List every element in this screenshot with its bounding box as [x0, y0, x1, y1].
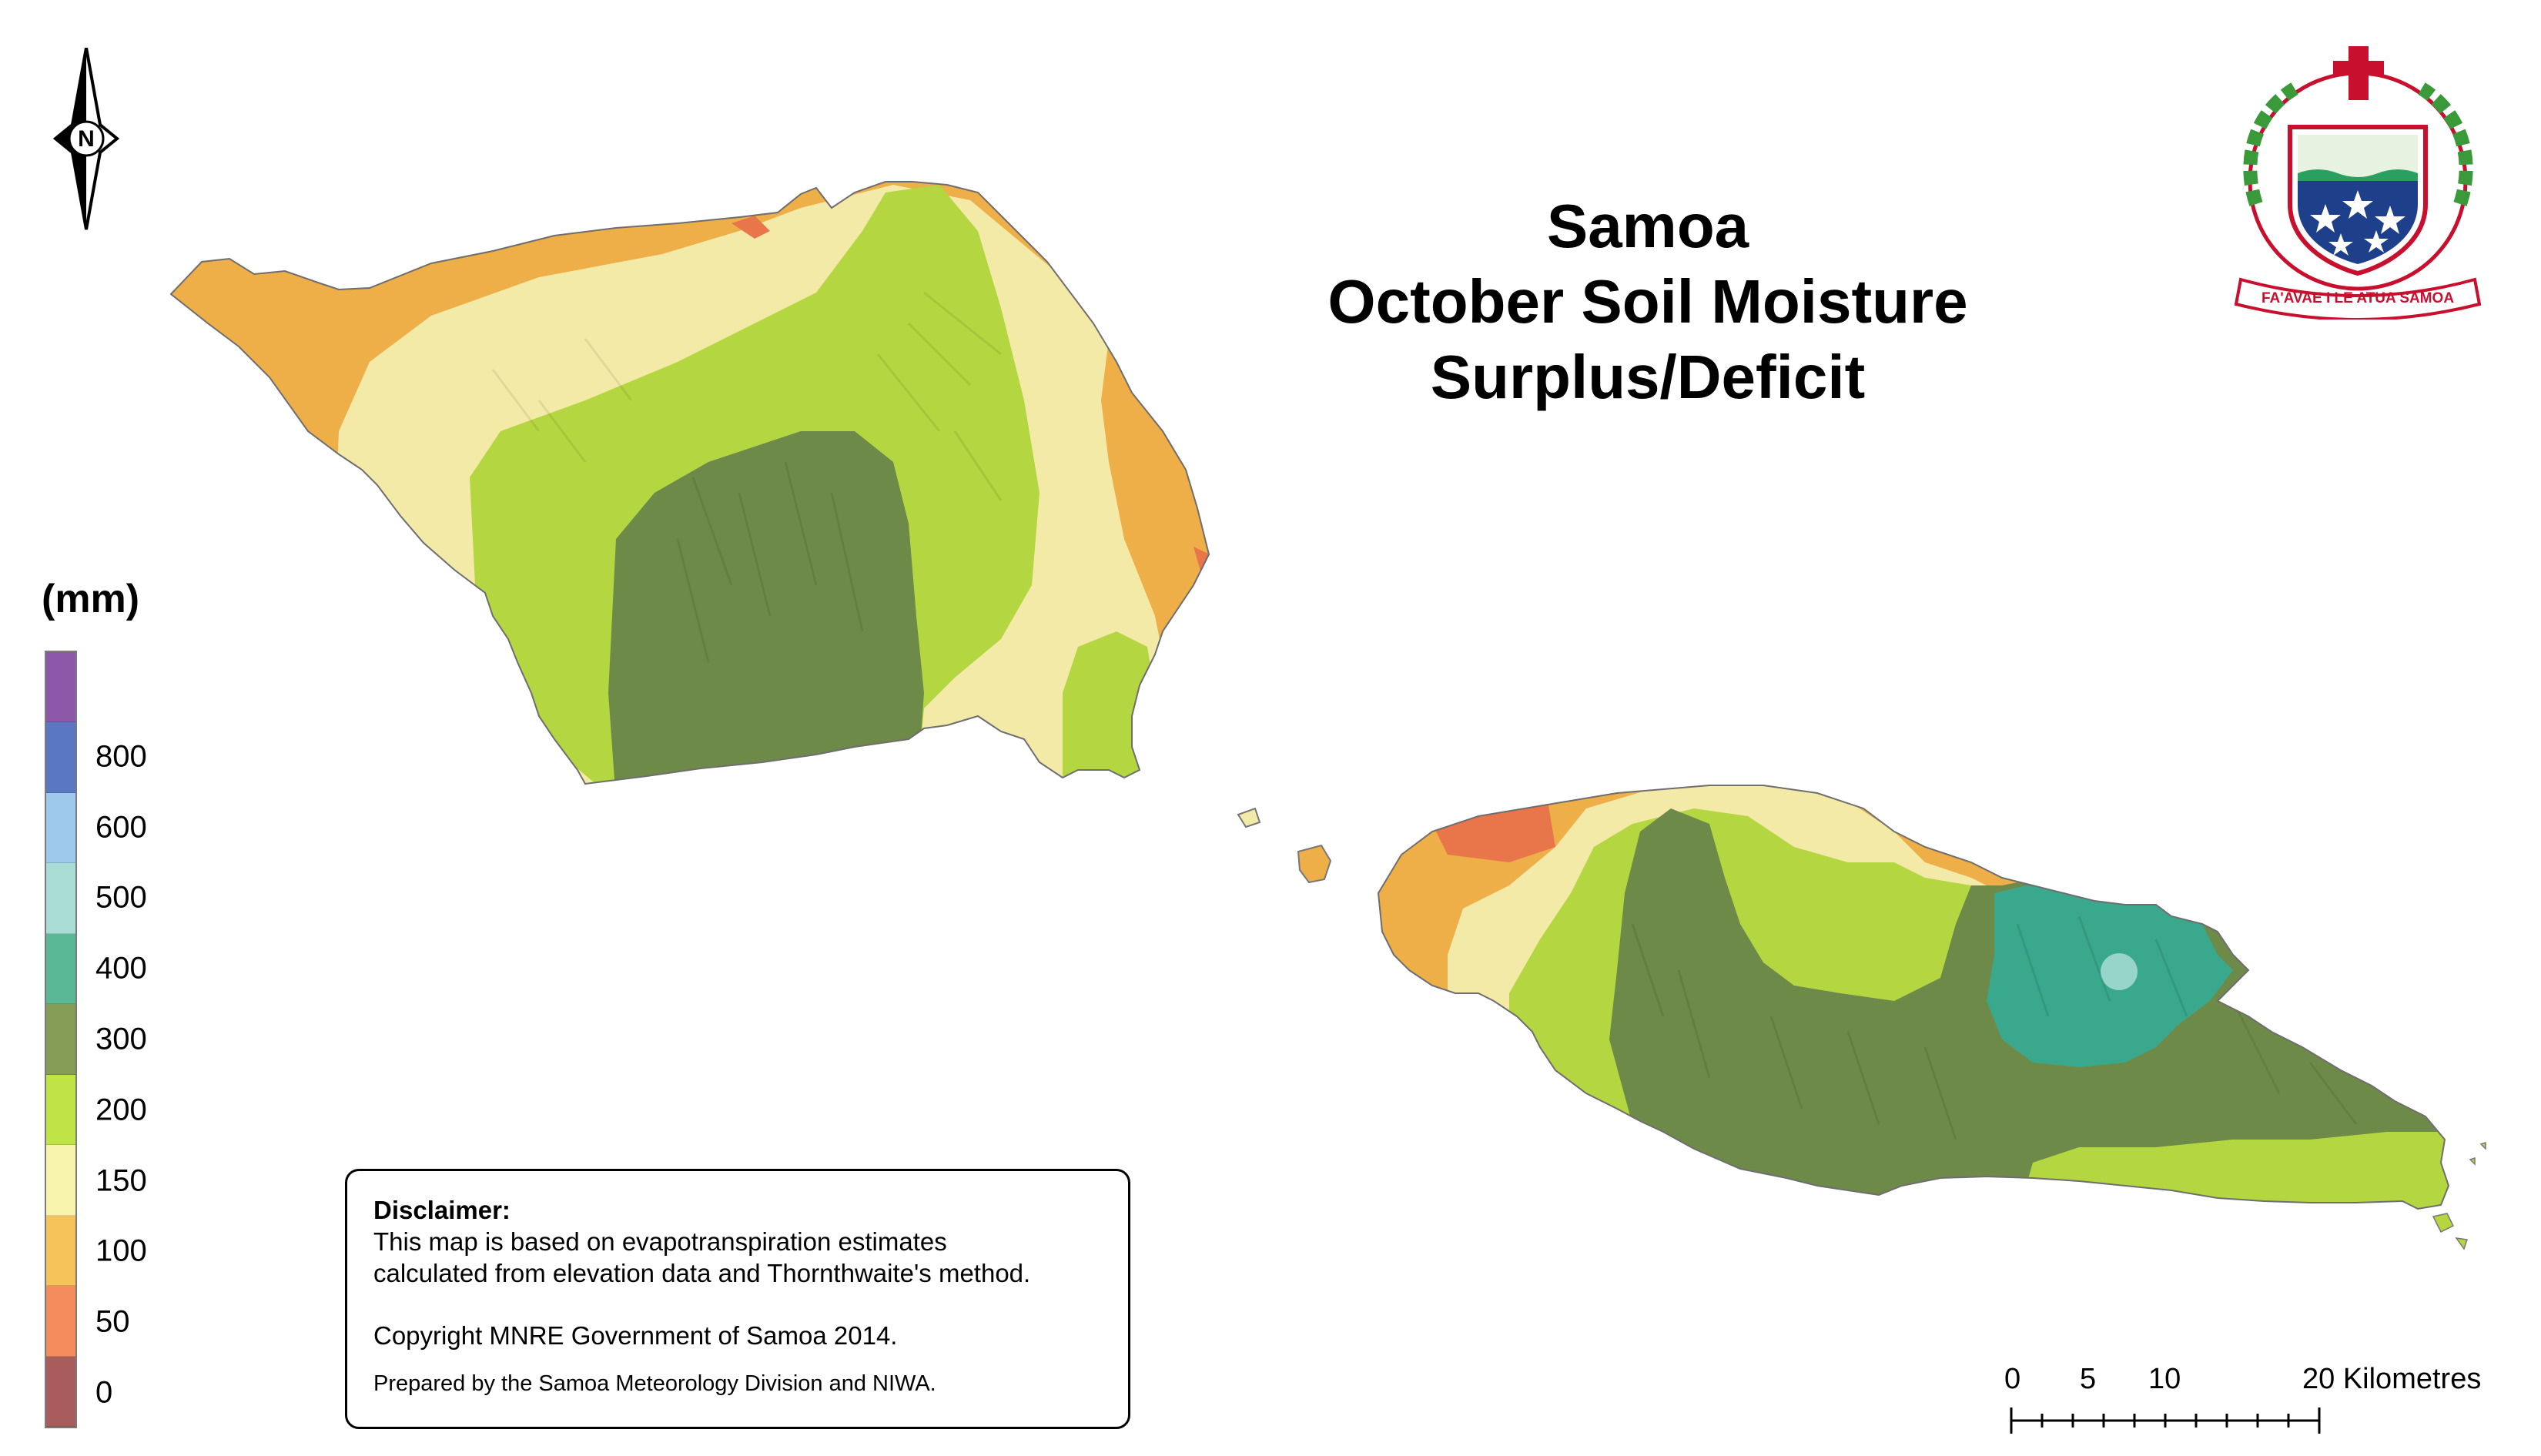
islet [2469, 1156, 2476, 1166]
north-label: N [78, 126, 95, 152]
disclaimer-heading: Disclaimer: [373, 1196, 511, 1224]
zone-300-400 [608, 431, 924, 784]
legend-label: 500 [95, 880, 147, 915]
prepared-by-text: Prepared by the Samoa Meteorology Divisi… [373, 1371, 936, 1396]
scale-label-10: 10 [2148, 1363, 2181, 1395]
disclaimer-box: Disclaimer: This map is based on evapotr… [345, 1169, 1130, 1429]
legend-label: 300 [95, 1022, 147, 1056]
legend-unit: (mm) [42, 577, 140, 621]
legend-label: 100 [95, 1233, 147, 1268]
copyright-text: Copyright MNRE Government of Samoa 2014. [373, 1321, 898, 1350]
zone-500-600 [2101, 953, 2138, 990]
map-title: Samoa October Soil Moisture Surplus/Defi… [1194, 189, 2102, 415]
legend-label: 400 [95, 951, 147, 986]
legend-swatch [46, 1004, 75, 1075]
legend-swatch [46, 1356, 75, 1427]
zone-200-300-south [1063, 631, 1155, 784]
north-arrow-icon: N [40, 47, 132, 236]
scale-bar [2010, 1407, 2321, 1434]
title-line-2: October Soil Moisture [1327, 267, 1968, 336]
legend-swatch [46, 1145, 75, 1216]
zone-50-100-east [1194, 547, 1209, 574]
legend-label: 600 [95, 810, 147, 845]
disclaimer-line-1: This map is based on evapotranspiration … [373, 1227, 947, 1256]
title-line-1: Samoa [1546, 192, 1749, 260]
legend-swatch [46, 1215, 75, 1287]
upolu-island [1377, 785, 2450, 1210]
zone-50-100 [1432, 801, 1555, 862]
scale-label-5: 5 [2080, 1363, 2097, 1395]
islet [2455, 1237, 2468, 1250]
emblem-motto: FA'AVAE I LE ATUA SAMOA [2261, 290, 2454, 306]
legend-swatch [46, 933, 75, 1005]
legend-label: 800 [95, 739, 147, 774]
savaii-island [169, 181, 1210, 785]
legend-label: 0 [95, 1375, 113, 1410]
legend-swatch [46, 792, 75, 864]
legend-color-bar [45, 651, 77, 1428]
legend-label: 150 [95, 1163, 147, 1198]
title-line-3: Surplus/Deficit [1430, 343, 1866, 411]
samoa-coat-of-arms-icon: FA'AVAE I LE ATUA SAMOA [2225, 42, 2495, 323]
legend-label: 200 [95, 1093, 147, 1127]
disclaimer-line-2: calculated from elevation data and Thorn… [373, 1259, 1031, 1287]
manono-island [1297, 844, 1332, 884]
legend-swatch [46, 1286, 75, 1357]
legend-swatch [46, 652, 75, 723]
apolima-island [1237, 807, 1261, 828]
legend-swatch [46, 863, 75, 934]
zone-50-100 [732, 216, 770, 239]
scale-label-20: 20 Kilometres [2302, 1363, 2482, 1395]
legend-swatch [46, 1074, 75, 1146]
legend-swatch [46, 722, 75, 793]
legend-label: 50 [95, 1304, 130, 1339]
scale-label-0: 0 [2004, 1363, 2021, 1395]
islet [2432, 1213, 2455, 1233]
islet [2479, 1141, 2486, 1150]
